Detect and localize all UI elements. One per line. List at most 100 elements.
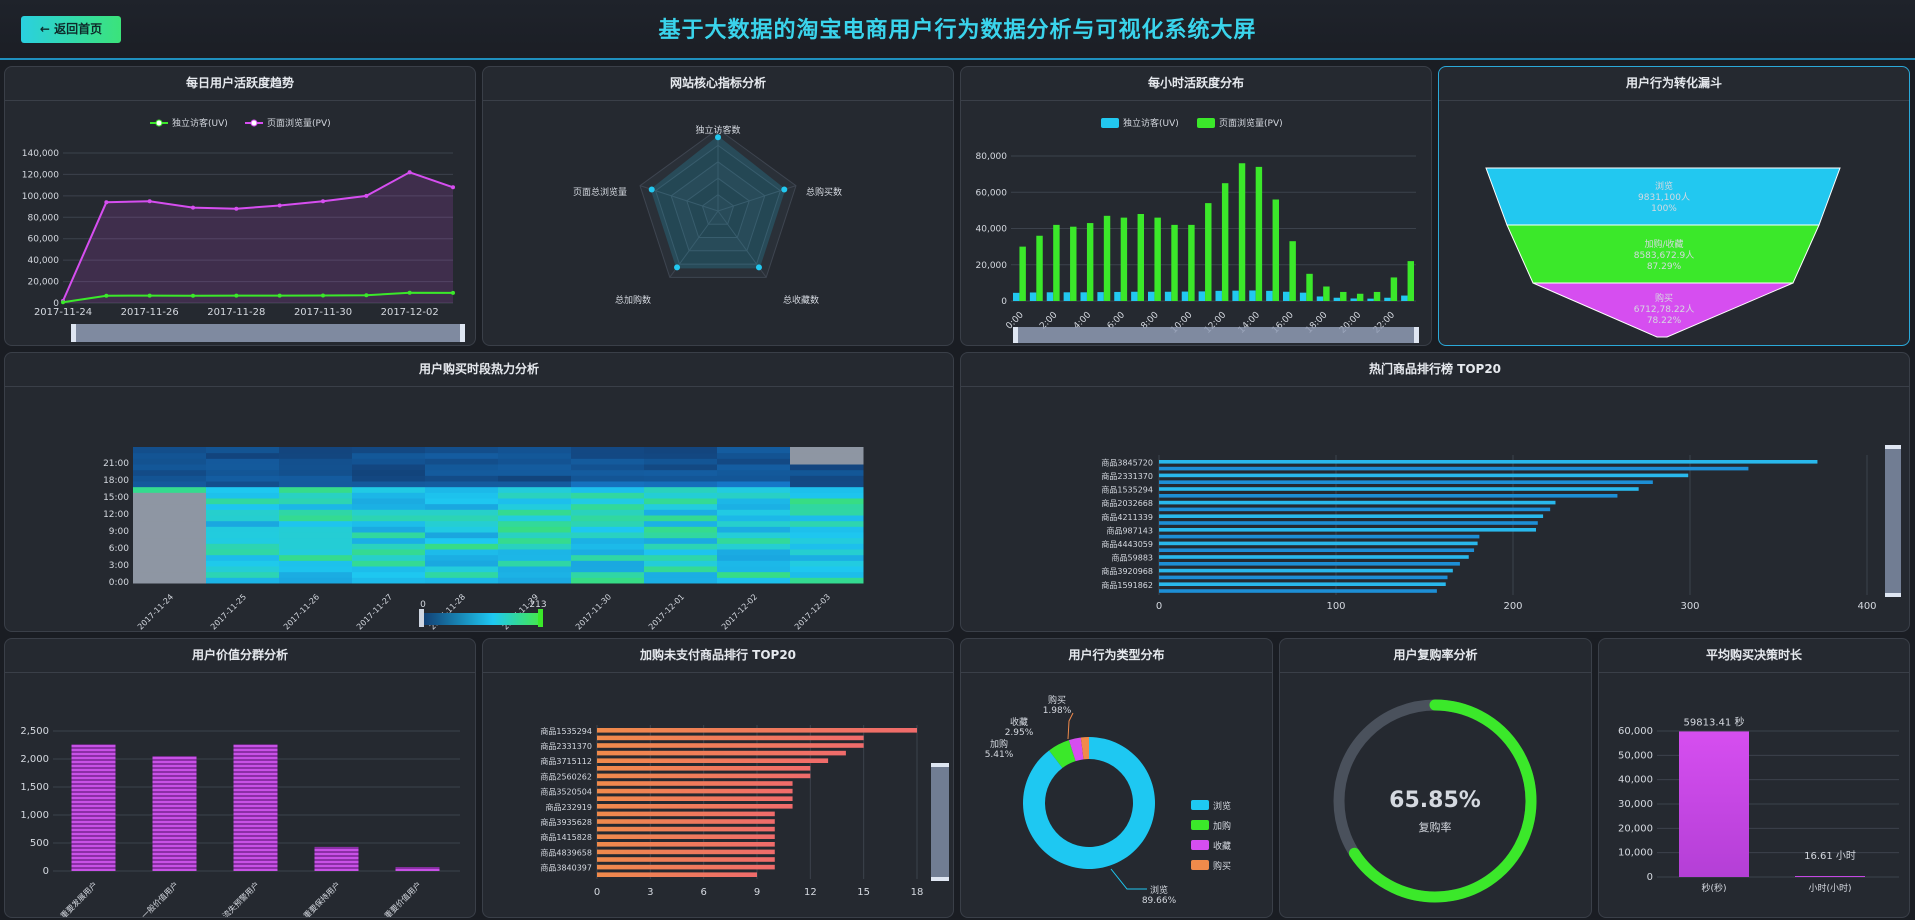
top20-bar xyxy=(1159,589,1437,593)
y-tick-label: 40,000 xyxy=(976,225,1008,235)
heatmap-cell xyxy=(717,509,791,516)
radar-axis-label: 总购买数 xyxy=(806,186,842,198)
heatmap-cell xyxy=(498,532,572,539)
heatmap-cell xyxy=(279,475,353,482)
heatmap-cell xyxy=(425,447,499,454)
heatmap-cell xyxy=(790,498,864,505)
heatmap-cell xyxy=(279,509,353,516)
pv-bar xyxy=(1407,261,1414,301)
y-tick-label: 1,000 xyxy=(20,810,49,821)
x-tick-label: 400 xyxy=(1857,601,1876,612)
heatmap-cell xyxy=(133,543,207,550)
panel-title: 每日用户活跃度趋势 xyxy=(5,67,475,101)
top20-bar-chart: 0 100 200 300 400 商品3845720 商品2331370 商品1535294… xyxy=(1101,445,1901,612)
heatmap-cell xyxy=(352,549,426,556)
heatmap-cell xyxy=(498,543,572,550)
heatmap-cell xyxy=(425,543,499,550)
y-tick-label: 40,000 xyxy=(28,256,60,266)
heatmap-cell xyxy=(133,515,207,522)
donut-label-buy-pct: 1.98% xyxy=(1043,706,1072,716)
value-bar xyxy=(233,744,278,871)
funnel-stage-name: 浏览 xyxy=(1655,180,1673,192)
heatmap-cell xyxy=(133,571,207,578)
heatmap-cell xyxy=(279,515,353,522)
funnel-stage-pct: 100% xyxy=(1651,204,1677,214)
pv-bar xyxy=(1154,217,1161,301)
pv-point xyxy=(191,205,195,210)
panel-title: 用户购买时段热力分析 xyxy=(5,353,953,387)
uv-bar xyxy=(1164,291,1172,301)
y-tick-label: 140,000 xyxy=(22,149,59,159)
heatmap-cell xyxy=(279,498,353,505)
heatmap-cell xyxy=(571,566,645,573)
heatmap-cell xyxy=(206,498,280,505)
hourly-panel: 每小时活跃度分布 独立访客(UV) 页面浏览量(PV) 80,000 60,000 40… xyxy=(960,66,1432,346)
top20-bar xyxy=(1159,507,1551,512)
heatmap-cell xyxy=(425,498,499,505)
visual-map-handle-max xyxy=(538,609,543,627)
heatmap-cell xyxy=(571,492,645,499)
heatmap-cell xyxy=(279,526,353,533)
bar-value-label: 16.61 小时 xyxy=(1804,850,1856,862)
cart-bar xyxy=(597,864,775,870)
heatmap-cell xyxy=(133,458,207,465)
cart-bar xyxy=(597,872,757,877)
heatmap-cell xyxy=(279,571,353,578)
x-tick-label: 2017-11-30 xyxy=(574,592,613,631)
decision-bar-hours xyxy=(1795,876,1865,877)
zoom-handle-bottom xyxy=(931,877,949,881)
heatmap-cell xyxy=(206,566,280,573)
cart-bar xyxy=(597,750,846,756)
heatmap-cell xyxy=(425,532,499,539)
y-tick-label: 3:00 xyxy=(109,561,129,571)
heatmap-cell xyxy=(717,543,791,550)
pv-point xyxy=(104,200,109,205)
heatmap-cell xyxy=(425,577,499,584)
heatmap-cell xyxy=(571,509,645,516)
visual-map-bar xyxy=(421,613,541,625)
top20-panel: 热门商品排行榜 TOP20 0 100 200 300 400 商品3845720 商品23… xyxy=(960,352,1910,632)
heatmap-cell xyxy=(206,526,280,533)
heatmap-cell xyxy=(717,447,791,454)
pv-bar xyxy=(1323,286,1330,301)
y-tick-label: 20,000 xyxy=(28,278,60,288)
legend-uv-dot xyxy=(155,119,163,127)
pv-bar xyxy=(1120,217,1128,301)
y-tick-label: 商品2331370 xyxy=(540,741,592,751)
funnel-stage xyxy=(1532,282,1794,338)
heatmap-cell xyxy=(133,554,207,561)
heatmap-cell xyxy=(790,537,864,544)
pv-area xyxy=(63,172,453,303)
y-tick-label: 0:00 xyxy=(109,578,129,588)
heatmap-cell xyxy=(717,475,791,482)
panel-title: 用户行为类型分布 xyxy=(961,639,1272,673)
heatmap-cell xyxy=(352,447,426,454)
heatmap-cell xyxy=(206,532,280,539)
uv-bar xyxy=(1181,291,1189,301)
heatmap-cell xyxy=(498,560,572,567)
heatmap-cell xyxy=(717,532,791,539)
heatmap-cell xyxy=(425,481,499,488)
pv-bar xyxy=(1053,224,1060,301)
back-home-button[interactable]: ← 返回首页 xyxy=(21,16,121,43)
uv-series-line xyxy=(62,291,454,304)
uv-point xyxy=(277,293,282,298)
uv-bar xyxy=(1283,291,1290,301)
bar-value-label: 59813.41 秒 xyxy=(1684,715,1745,728)
uv-point xyxy=(364,293,369,298)
heatmap-cell xyxy=(279,481,353,488)
heatmap-cell xyxy=(133,560,207,567)
y-tick-label: 2,500 xyxy=(20,726,49,737)
pv-point xyxy=(147,199,152,204)
panel-title: 加购未支付商品排行 TOP20 xyxy=(483,639,953,673)
pv-bar xyxy=(1070,226,1077,301)
value-bar xyxy=(152,756,197,871)
uv-bar xyxy=(1401,295,1408,301)
heatmap-cell xyxy=(717,537,791,544)
legend-uv-swatch xyxy=(1101,118,1119,128)
heatmap-cell xyxy=(571,447,645,454)
uv-bar xyxy=(1367,298,1374,301)
pv-bar xyxy=(1238,163,1246,301)
